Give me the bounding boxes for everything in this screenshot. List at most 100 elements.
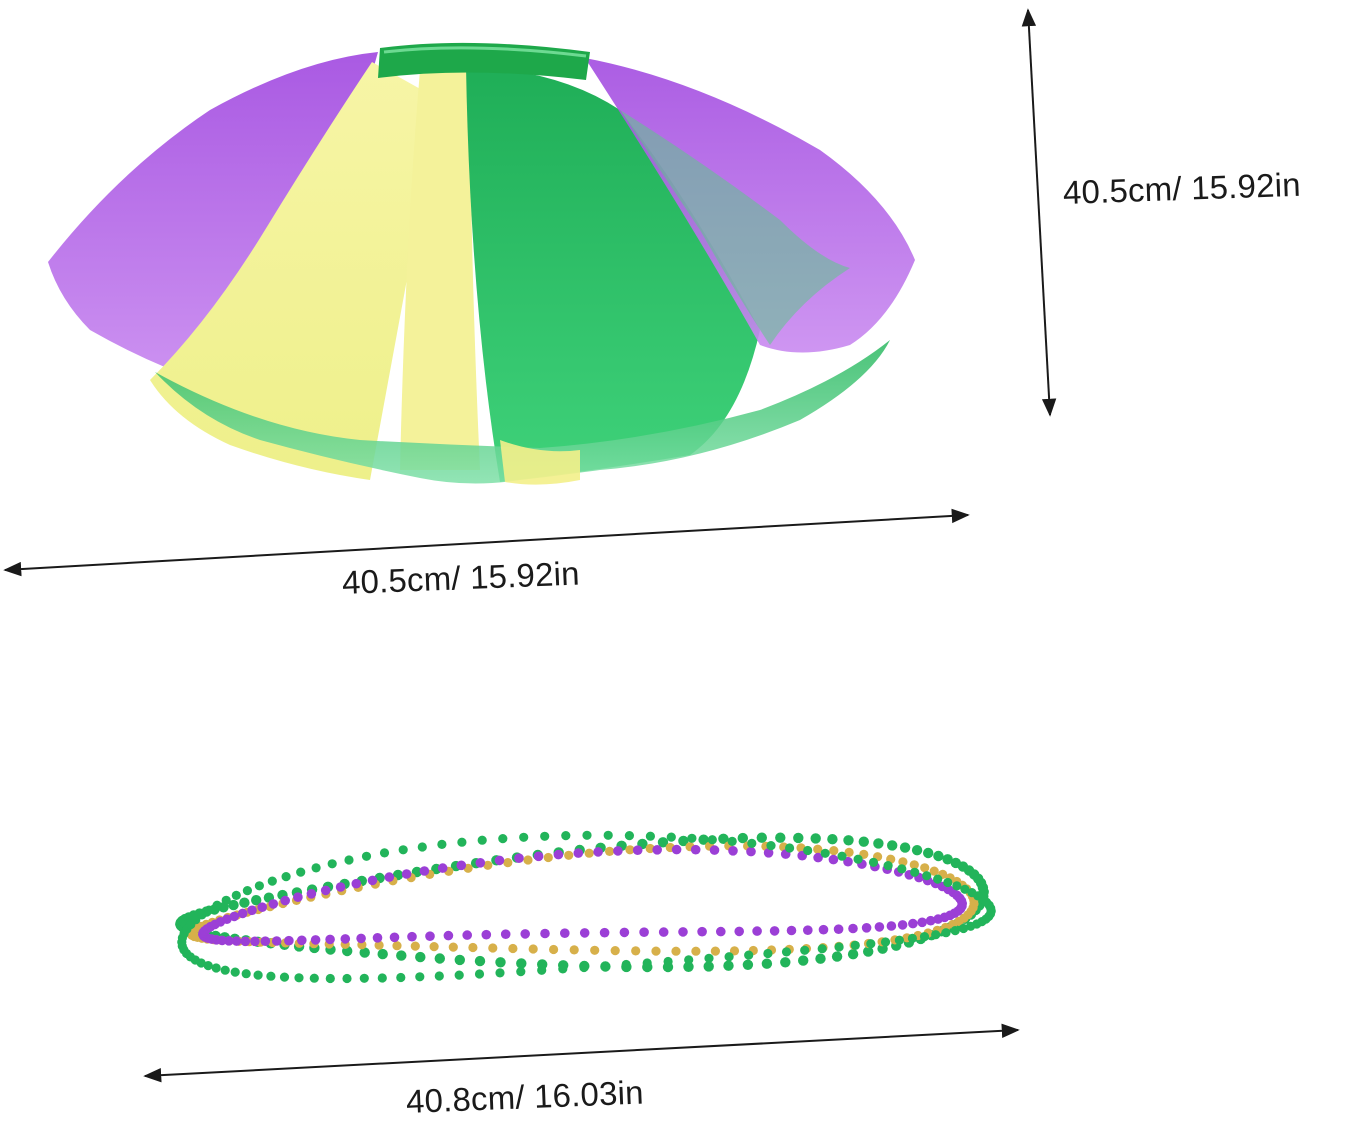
bead — [919, 932, 930, 942]
bead — [372, 933, 383, 943]
bead — [377, 948, 388, 960]
bead — [652, 845, 662, 855]
bead — [356, 933, 366, 944]
bead — [813, 844, 823, 854]
skirt-height-arrow — [1021, 8, 1057, 417]
bead — [847, 949, 859, 960]
bead — [671, 946, 681, 956]
bead — [828, 854, 839, 865]
bead — [211, 963, 221, 973]
bead — [327, 859, 337, 869]
bead — [519, 832, 529, 842]
bead — [508, 943, 518, 954]
bead — [284, 935, 294, 946]
bead — [309, 973, 319, 983]
beads-length-arrow — [143, 1023, 1020, 1083]
bead — [599, 927, 610, 938]
bead — [663, 956, 673, 967]
bead — [958, 923, 969, 934]
bead — [942, 854, 953, 865]
bead — [800, 945, 810, 955]
bead — [253, 970, 263, 980]
bead — [540, 928, 550, 939]
bead — [593, 847, 603, 857]
bead — [514, 853, 524, 863]
bead — [584, 848, 594, 858]
bead — [425, 931, 435, 941]
bead — [883, 861, 893, 871]
bead — [293, 892, 303, 902]
bead — [815, 953, 826, 964]
bead — [325, 934, 335, 945]
bead — [651, 946, 661, 956]
bead — [873, 838, 884, 849]
bead — [843, 856, 853, 867]
bead — [756, 832, 767, 843]
bead — [310, 935, 321, 945]
bead — [837, 851, 847, 861]
bead — [279, 972, 290, 982]
bead — [260, 936, 271, 946]
bead — [908, 918, 918, 929]
bead — [910, 867, 920, 877]
bead — [810, 833, 821, 844]
bead — [658, 927, 669, 937]
bead — [306, 889, 317, 899]
bead — [498, 834, 508, 844]
bead — [780, 957, 791, 968]
bead — [297, 935, 307, 946]
bead — [443, 930, 454, 941]
bead — [434, 971, 444, 981]
bead — [874, 922, 885, 932]
bead — [950, 926, 960, 936]
bead — [392, 941, 402, 951]
bead — [922, 871, 932, 881]
bead — [474, 969, 485, 979]
bead — [744, 950, 754, 960]
bead — [457, 837, 467, 847]
bead — [793, 832, 804, 844]
bead — [561, 831, 571, 841]
bead — [520, 929, 530, 939]
bead — [781, 947, 792, 957]
bead — [549, 944, 559, 955]
bead — [898, 857, 908, 867]
bead — [237, 908, 248, 919]
bead — [775, 832, 786, 843]
bead — [769, 926, 780, 936]
bead — [704, 953, 714, 963]
bead — [848, 923, 858, 934]
bead — [666, 832, 676, 842]
bead — [564, 850, 574, 860]
bead — [621, 959, 631, 970]
bead — [843, 835, 854, 846]
bead — [359, 973, 369, 983]
bead — [477, 835, 487, 845]
bead — [222, 914, 232, 924]
bead — [657, 837, 669, 848]
bead — [931, 930, 941, 940]
bead — [377, 973, 387, 983]
bead — [639, 927, 649, 937]
bead — [340, 934, 351, 944]
bead — [642, 958, 652, 968]
bead — [703, 961, 714, 972]
bead — [241, 969, 251, 979]
bead — [866, 939, 876, 949]
bead — [335, 882, 346, 892]
bead — [351, 878, 362, 889]
bead — [481, 929, 492, 940]
bead — [833, 924, 844, 934]
bead — [239, 897, 250, 908]
bead — [344, 855, 354, 865]
bead — [503, 858, 513, 868]
bead — [687, 833, 697, 843]
bead — [817, 944, 827, 954]
bead — [407, 931, 417, 942]
bead — [462, 930, 473, 940]
bead — [887, 840, 898, 851]
bead — [495, 957, 506, 968]
bead — [454, 954, 465, 966]
bead — [220, 965, 230, 975]
